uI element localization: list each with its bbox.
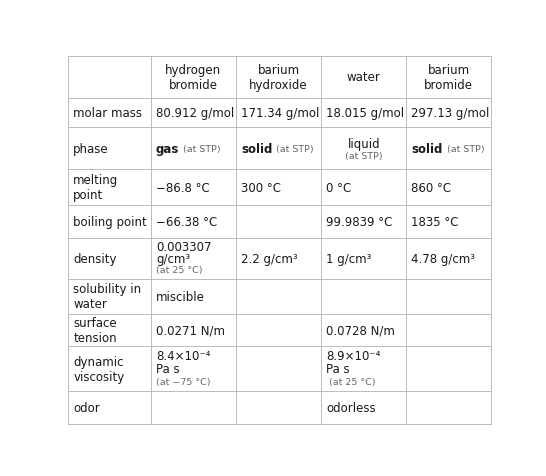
Text: melting
point: melting point — [73, 174, 118, 202]
Text: solid: solid — [241, 142, 272, 155]
Text: 80.912 g/mol: 80.912 g/mol — [156, 107, 234, 120]
Text: odorless: odorless — [326, 401, 376, 414]
Text: 1 g/cm³: 1 g/cm³ — [326, 252, 372, 265]
Text: 18.015 g/mol: 18.015 g/mol — [326, 107, 405, 120]
Text: barium
bromide: barium bromide — [424, 64, 473, 92]
Text: (at −75 °C): (at −75 °C) — [156, 377, 210, 386]
Text: odor: odor — [73, 401, 100, 414]
Text: 4.78 g/cm³: 4.78 g/cm³ — [411, 252, 476, 265]
Text: (at STP): (at STP) — [180, 144, 221, 153]
Text: (at STP): (at STP) — [274, 144, 314, 153]
Text: miscible: miscible — [156, 290, 205, 303]
Text: gas: gas — [156, 142, 179, 155]
Text: g/cm³: g/cm³ — [156, 252, 190, 265]
Text: phase: phase — [73, 142, 109, 155]
Text: boiling point: boiling point — [73, 216, 147, 228]
Text: 171.34 g/mol: 171.34 g/mol — [241, 107, 319, 120]
Text: 297.13 g/mol: 297.13 g/mol — [411, 107, 490, 120]
Text: 2.2 g/cm³: 2.2 g/cm³ — [241, 252, 298, 265]
Text: 99.9839 °C: 99.9839 °C — [326, 216, 393, 228]
Text: water: water — [347, 71, 381, 84]
Text: molar mass: molar mass — [73, 107, 143, 120]
Text: (at 25 °C): (at 25 °C) — [156, 266, 203, 275]
Text: liquid: liquid — [347, 137, 380, 150]
Text: solid: solid — [411, 142, 443, 155]
Text: hydrogen
bromide: hydrogen bromide — [165, 64, 222, 92]
Text: −66.38 °C: −66.38 °C — [156, 216, 217, 228]
Text: solubility in
water: solubility in water — [73, 283, 141, 311]
Text: Pa s: Pa s — [326, 362, 350, 376]
Text: 8.4×10⁻⁴: 8.4×10⁻⁴ — [156, 349, 210, 363]
Text: 8.9×10⁻⁴: 8.9×10⁻⁴ — [326, 349, 381, 363]
Text: (at STP): (at STP) — [345, 152, 383, 161]
Text: 0.003307: 0.003307 — [156, 241, 211, 254]
Text: 0.0728 N/m: 0.0728 N/m — [326, 324, 395, 337]
Text: (at 25 °C): (at 25 °C) — [326, 377, 376, 386]
Text: −86.8 °C: −86.8 °C — [156, 181, 210, 194]
Text: Pa s: Pa s — [156, 362, 180, 376]
Text: density: density — [73, 252, 117, 265]
Text: dynamic
viscosity: dynamic viscosity — [73, 355, 124, 383]
Text: 0 °C: 0 °C — [326, 181, 352, 194]
Text: surface
tension: surface tension — [73, 316, 117, 344]
Text: 860 °C: 860 °C — [411, 181, 452, 194]
Text: 300 °C: 300 °C — [241, 181, 281, 194]
Text: (at STP): (at STP) — [443, 144, 484, 153]
Text: barium
hydroxide: barium hydroxide — [249, 64, 308, 92]
Text: 0.0271 N/m: 0.0271 N/m — [156, 324, 225, 337]
Text: 1835 °C: 1835 °C — [411, 216, 459, 228]
